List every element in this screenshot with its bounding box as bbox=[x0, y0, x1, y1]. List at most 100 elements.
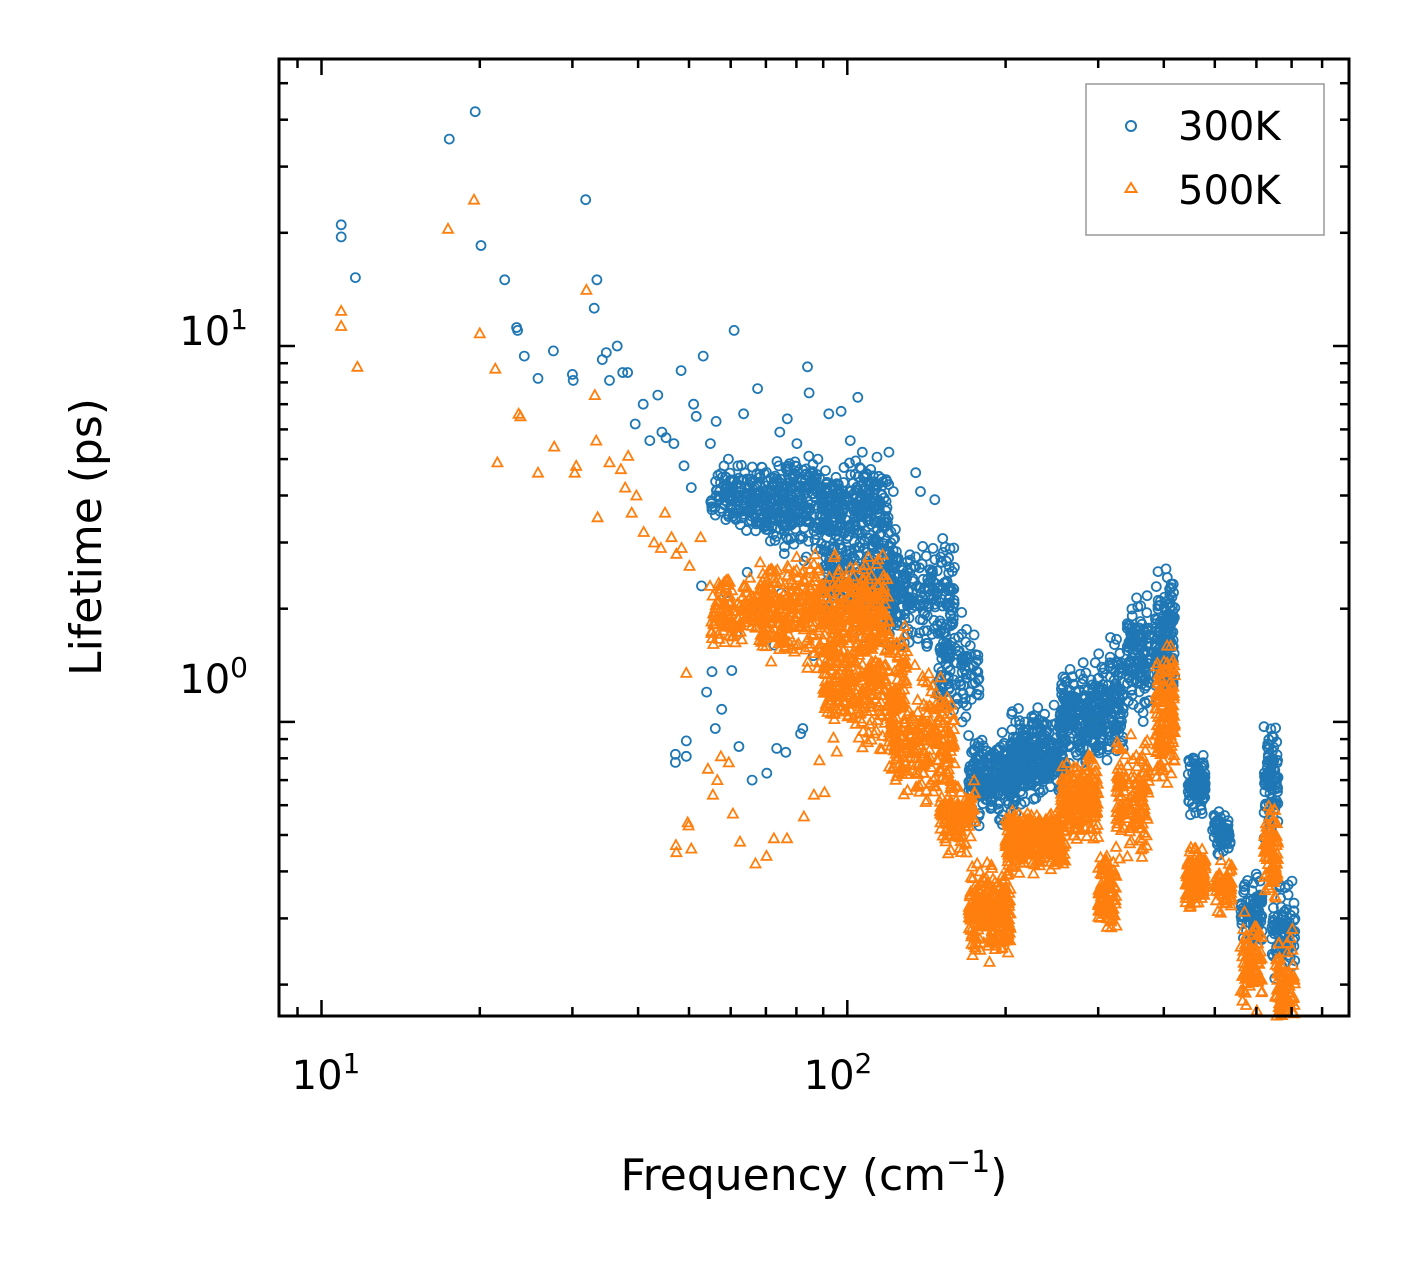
point-300k-1578 bbox=[1002, 775, 1013, 787]
point-300k-207 bbox=[732, 460, 744, 472]
point-300k-1334 bbox=[949, 642, 961, 654]
point-300k-2529 bbox=[1159, 626, 1171, 638]
point-300k-1149 bbox=[885, 564, 896, 576]
point-300k-728 bbox=[882, 517, 893, 529]
point-300k-989 bbox=[829, 525, 840, 537]
point-300k-187 bbox=[705, 496, 717, 508]
point-300k-67 bbox=[726, 665, 738, 676]
point-300k-709 bbox=[756, 461, 768, 473]
point-300k-2639 bbox=[1190, 759, 1202, 770]
point-300k-36 bbox=[705, 438, 716, 450]
point-300k-731 bbox=[865, 463, 877, 475]
point-300k-2 bbox=[349, 272, 361, 284]
point-300k-971 bbox=[859, 542, 870, 554]
point-300k-1568 bbox=[968, 757, 980, 768]
point-300k-1339 bbox=[961, 624, 972, 635]
point-300k-1082 bbox=[917, 541, 929, 552]
point-300k-184 bbox=[714, 505, 726, 517]
point-300k-1185 bbox=[890, 553, 902, 564]
point-300k-32 bbox=[685, 482, 697, 494]
point-300k-1227 bbox=[948, 598, 960, 609]
point-300k-1167 bbox=[947, 613, 959, 625]
point-300k-20 bbox=[611, 340, 623, 352]
point-300k-2241 bbox=[1102, 697, 1114, 709]
point-300k-1306 bbox=[968, 629, 980, 641]
point-300k-2377 bbox=[1138, 646, 1150, 658]
point-300k-321 bbox=[778, 548, 790, 559]
point-300k-2060 bbox=[1064, 664, 1076, 675]
point-300k-1873 bbox=[1009, 776, 1021, 788]
point-300k-696 bbox=[883, 479, 895, 490]
point-300k-727 bbox=[803, 481, 815, 493]
point-300k-1555 bbox=[979, 774, 990, 786]
point-300k-205 bbox=[707, 501, 718, 513]
point-300k-739 bbox=[775, 503, 787, 515]
point-300k-2530 bbox=[1190, 807, 1202, 819]
point-300k-2347 bbox=[1132, 601, 1144, 613]
point-300k-1302 bbox=[961, 700, 972, 711]
point-300k-2360 bbox=[1123, 671, 1135, 683]
point-300k-74 bbox=[797, 723, 809, 734]
point-300k-2631 bbox=[1196, 779, 1207, 791]
point-300k-157 bbox=[718, 460, 730, 472]
point-300k-256 bbox=[803, 450, 815, 462]
point-300k-1502 bbox=[996, 727, 1008, 738]
point-300k-30 bbox=[675, 365, 687, 377]
point-300k-734 bbox=[799, 469, 811, 481]
point-300k-2278 bbox=[1141, 607, 1153, 619]
point-300k-544 bbox=[785, 533, 797, 544]
point-300k-2085 bbox=[1059, 695, 1071, 706]
point-300k-613 bbox=[765, 535, 776, 547]
point-300k-604 bbox=[843, 530, 854, 542]
point-300k-1847 bbox=[1020, 724, 1032, 736]
point-300k-2376 bbox=[1122, 678, 1133, 689]
point-300k-61 bbox=[680, 735, 692, 747]
point-300k-49 bbox=[835, 405, 847, 417]
point-300k-12 bbox=[567, 368, 578, 380]
point-300k-34 bbox=[690, 410, 702, 422]
point-300k-1579 bbox=[995, 769, 1007, 780]
point-300k-9 bbox=[518, 350, 530, 362]
point-300k-68 bbox=[733, 741, 745, 752]
point-300k-1186 bbox=[888, 551, 899, 563]
point-300k-2603 bbox=[1197, 750, 1209, 761]
point-300k-598 bbox=[771, 456, 783, 467]
point-300k-717 bbox=[764, 502, 776, 514]
point-300k-673 bbox=[780, 481, 792, 493]
point-300k-21 bbox=[617, 367, 629, 378]
point-300k-1869 bbox=[1028, 710, 1040, 721]
point-300k-735 bbox=[826, 512, 838, 524]
point-300k-2501 bbox=[1164, 597, 1176, 609]
point-300k-19 bbox=[604, 374, 615, 386]
point-300k-35 bbox=[697, 350, 709, 362]
point-300k-844 bbox=[864, 529, 876, 541]
point-300k-746 bbox=[811, 486, 823, 498]
point-300k-1229 bbox=[946, 566, 958, 577]
point-300k-1305 bbox=[956, 607, 968, 618]
point-300k-0 bbox=[335, 219, 347, 231]
point-300k-2688 bbox=[1212, 848, 1224, 859]
point-300k-895 bbox=[849, 521, 860, 533]
point-300k-930 bbox=[853, 541, 865, 553]
point-300k-2318 bbox=[1141, 590, 1153, 602]
point-300k-493 bbox=[883, 446, 895, 458]
point-300k-2249 bbox=[1097, 691, 1109, 702]
point-300k-64 bbox=[706, 666, 718, 678]
point-300k-66 bbox=[716, 703, 728, 715]
point-300k-55 bbox=[910, 467, 922, 479]
point-300k-681 bbox=[830, 471, 842, 483]
point-300k-2037 bbox=[1077, 657, 1089, 669]
point-300k-16 bbox=[591, 274, 603, 286]
point-300k-60 bbox=[670, 757, 681, 768]
point-300k-494 bbox=[806, 510, 818, 522]
point-300k-665 bbox=[794, 494, 805, 506]
point-300k-1228 bbox=[943, 585, 954, 596]
point-300k-1896 bbox=[1006, 748, 1018, 760]
point-300k-725 bbox=[794, 498, 806, 510]
point-300k-611 bbox=[854, 462, 866, 473]
point-300k-1338 bbox=[964, 640, 976, 652]
point-300k-56 bbox=[915, 486, 926, 497]
point-300k-2413 bbox=[1150, 581, 1162, 592]
point-300k-2680 bbox=[1208, 810, 1220, 821]
point-300k-1866 bbox=[1015, 786, 1026, 797]
